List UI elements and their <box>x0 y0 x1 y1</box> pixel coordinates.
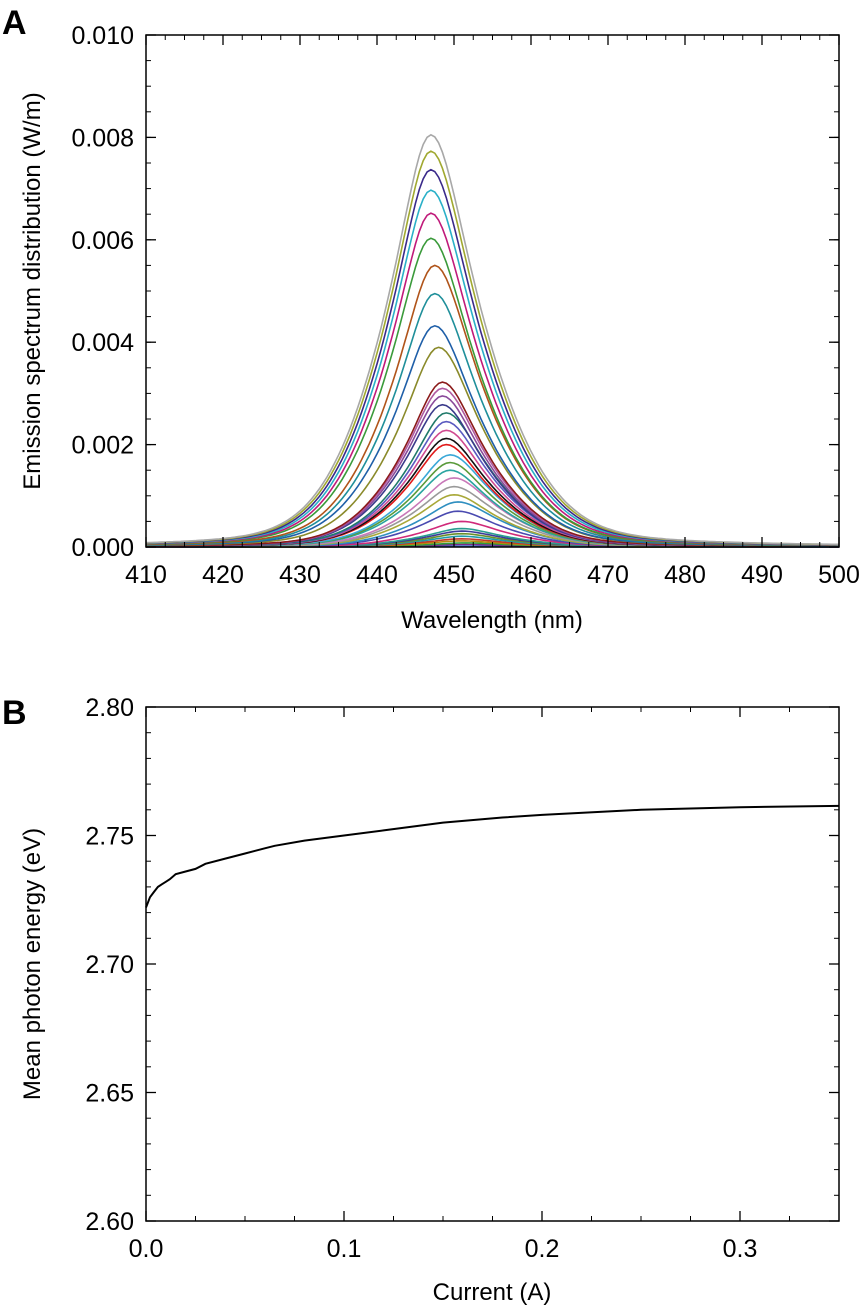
x-tick-label: 0.1 <box>327 1235 362 1263</box>
y-tick-label: 2.65 <box>85 1080 134 1108</box>
panel-a-chart: A 410 420 430 440 450 460 470 480 490 500 0.000 0.0… <box>2 4 860 634</box>
panel-b-plot-frame <box>145 706 840 1222</box>
x-tick-label: 440 <box>356 561 398 589</box>
x-tick-label: 0.0 <box>129 1235 164 1263</box>
y-tick-label: 0.010 <box>71 22 134 50</box>
y-tick-label: 2.60 <box>85 1208 134 1236</box>
panel-b-x-axis-label: Current (A) <box>433 1279 552 1306</box>
y-tick-label: 0.008 <box>71 124 134 152</box>
x-tick-label: 460 <box>510 561 552 589</box>
panel-a-y-axis-label: Emission spectrum distribution (W/m) <box>19 92 46 489</box>
panel-b-series-group <box>145 804 840 908</box>
x-tick-label: 470 <box>587 561 629 589</box>
panel-a-x-axis-label: Wavelength (nm) <box>401 607 583 634</box>
x-tick-label: 480 <box>664 561 706 589</box>
x-tick-label: 500 <box>818 561 860 589</box>
panel-b-chart: B 0.0 0.1 0.2 0.3 2.60 2.65 2.70 2.75 2.80 Curre… <box>2 694 840 1306</box>
y-tick-label: 0.000 <box>71 534 134 562</box>
panel-b-ticks: 0.0 0.1 0.2 0.3 2.60 2.65 2.70 2.75 2.80 <box>85 694 840 1263</box>
panel-b-label: B <box>2 694 27 732</box>
x-tick-label: 0.3 <box>723 1235 758 1263</box>
y-tick-label: 2.70 <box>85 951 134 979</box>
y-tick-label: 0.006 <box>71 227 134 255</box>
x-tick-label: 420 <box>202 561 244 589</box>
panel-a-label: A <box>2 4 27 42</box>
y-tick-label: 0.004 <box>71 329 134 357</box>
energy-line <box>145 804 840 908</box>
spectrum-line-s23 <box>146 412 839 548</box>
panel-a-series-group <box>145 133 840 548</box>
panel-a-ticks: 410 420 430 440 450 460 470 480 490 500 0.000 0.002… <box>71 22 859 589</box>
x-tick-label: 410 <box>125 561 167 589</box>
x-tick-label: 450 <box>433 561 475 589</box>
y-tick-label: 0.002 <box>71 432 134 460</box>
x-tick-label: 490 <box>741 561 783 589</box>
panel-b-y-axis-label: Mean photon energy (eV) <box>19 828 46 1100</box>
y-tick-label: 2.80 <box>85 694 134 722</box>
y-tick-label: 2.75 <box>85 823 134 851</box>
x-tick-label: 0.2 <box>525 1235 560 1263</box>
x-tick-label: 430 <box>279 561 321 589</box>
